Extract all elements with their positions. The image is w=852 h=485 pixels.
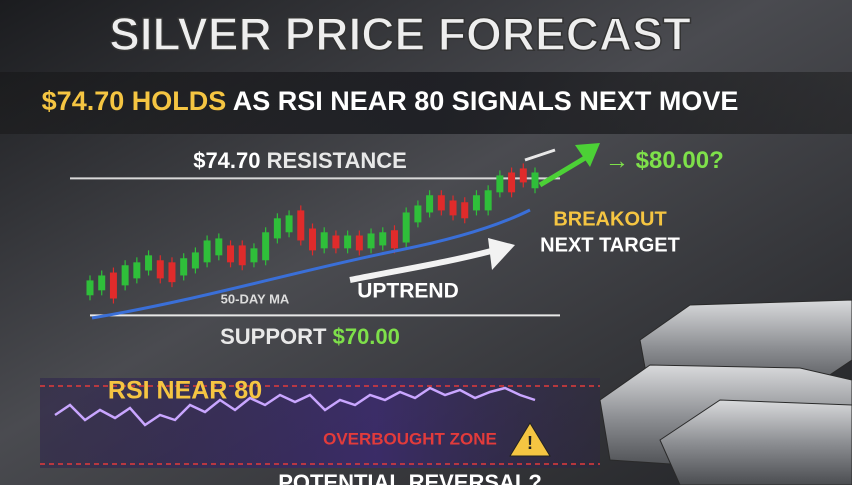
moving-average-line [91,208,531,320]
resistance-value: $74.70 [193,148,260,173]
candle-body [496,175,504,193]
target: → $80.00? [605,147,724,174]
candle-body [367,233,375,249]
subtitle-rest: AS RSI NEAR 80 SIGNALS NEXT MOVE [233,86,739,116]
candle-body [238,245,246,266]
candle-body [344,235,352,249]
breakout-arrow-head [575,143,600,167]
candle-body [320,232,328,249]
candle-body [309,228,316,251]
warning-icon [509,422,551,457]
candle-body [379,232,387,246]
candle-body [133,262,141,279]
candle-body [203,240,211,263]
support-text: SUPPORT [220,324,327,349]
candle-body [273,218,281,239]
rsi-label: RSI NEAR 80 [108,377,262,405]
candle-body [472,195,480,211]
overbought-label: OVERBOUGHT ZONE [323,429,497,448]
candle-body [414,205,422,223]
candle-body [402,212,410,243]
rsi-panel [40,378,600,468]
candle-body [426,195,434,213]
target-text: $80.00? [636,147,724,174]
candle-body [86,280,94,296]
candle-body [250,248,258,263]
candle-body [215,238,223,256]
subtitle: $74.70 HOLDS AS RSI NEAR 80 SIGNALS NEXT… [42,86,739,116]
support-label: SUPPORT $70.00 [220,324,400,349]
uptrend-arrow [349,247,496,283]
candle-body [180,258,188,276]
reversal-label: POTENTIAL REVERSAL? [278,470,542,485]
subtitle-band [0,72,852,134]
candle-body [109,272,117,299]
candle-body [285,215,293,233]
candle-body [262,232,270,261]
candle-body [332,235,340,249]
candle-body [145,255,153,271]
candle-body [437,195,445,211]
candle-body [449,200,457,216]
rsi-line [54,386,536,427]
candle-body [98,275,106,291]
candle-body [519,168,527,183]
candle-body [531,172,539,189]
candle-body [121,265,129,286]
support-value: $70.00 [333,324,400,349]
candle-body [156,260,164,279]
candle-body [227,245,235,263]
title: SILVER PRICE FORECAST [109,8,691,60]
candle-body [191,252,199,269]
candle-body [461,202,469,219]
silver-bars [599,299,852,485]
ma-label: 50-DAY MA [221,291,290,306]
warning-mark: ! [527,433,533,453]
uptrend-arrow-head [488,238,515,270]
breakout-arrow [538,155,587,188]
next-target-label: NEXT TARGET [540,234,680,256]
resistance-text: RESISTANCE [267,148,407,173]
trend-label: UPTREND [357,280,459,303]
subtitle-highlight: $74.70 HOLDS [42,86,227,116]
candle-body [168,262,176,283]
candle-body [355,235,363,251]
candle-body [508,172,516,193]
breakout-label: BREAKOUT [553,208,666,230]
resistance-label: $74.70 RESISTANCE [193,148,407,173]
candle-body [297,210,305,241]
arrow [524,148,556,162]
candle-body [390,230,398,249]
candle-body [484,190,492,211]
